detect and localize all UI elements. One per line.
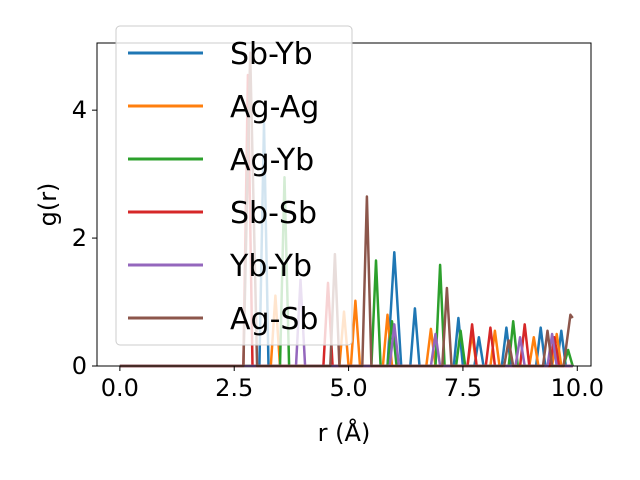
x-tick-label: 10.0: [551, 374, 604, 402]
x-ticks: 0.0 2.5 5.0 7.5 10.0: [101, 366, 604, 402]
legend-label-sb-sb: Sb-Sb: [230, 196, 317, 231]
y-ticks: 0 2 4: [72, 96, 97, 380]
legend-label-ag-sb: Ag-Sb: [230, 302, 318, 337]
x-tick-label: 2.5: [215, 374, 253, 402]
legend-label-ag-ag: Ag-Ag: [230, 90, 319, 125]
x-tick-label: 5.0: [329, 374, 367, 402]
x-tick-label: 0.0: [101, 374, 139, 402]
y-tick-label: 2: [72, 224, 87, 252]
legend-label-ag-yb: Ag-Yb: [230, 143, 314, 178]
legend-label-yb-yb: Yb-Yb: [229, 249, 312, 284]
y-axis-label: g(r): [34, 183, 62, 227]
x-tick-label: 7.5: [444, 374, 482, 402]
legend-label-sb-yb: Sb-Yb: [230, 37, 313, 72]
legend-box: [115, 25, 353, 346]
x-axis-label: r (Å): [318, 418, 371, 447]
y-tick-label: 4: [72, 96, 87, 124]
legend: Sb-Yb Ag-Ag Ag-Yb Sb-Sb Yb-Yb Ag-Sb: [115, 25, 353, 346]
y-tick-label: 0: [72, 352, 87, 380]
